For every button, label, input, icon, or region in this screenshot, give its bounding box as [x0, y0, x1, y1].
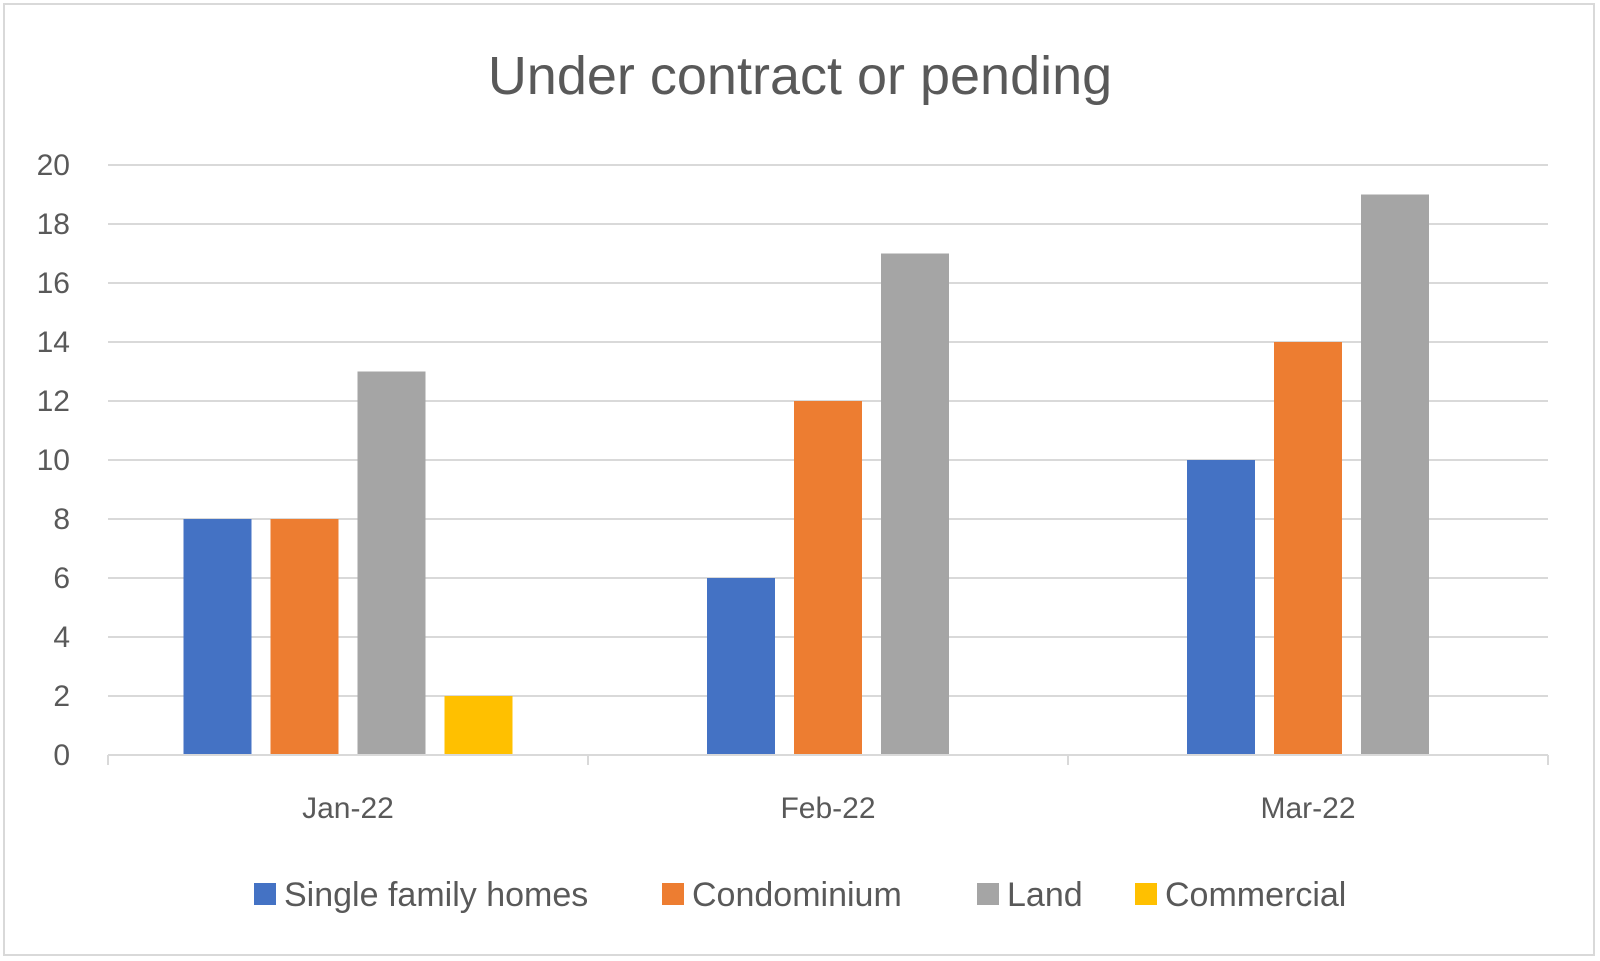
- legend-label: Condominium: [692, 876, 902, 914]
- bar: [357, 371, 426, 755]
- y-tick-label: 16: [37, 267, 70, 300]
- y-tick-label: 20: [37, 149, 70, 182]
- x-tick-label: Jan-22: [302, 792, 394, 825]
- y-tick-label: 4: [53, 621, 70, 654]
- legend-swatch: [254, 883, 276, 905]
- bar: [270, 519, 339, 755]
- y-axis-ticks: 0 2 4 6 8 10 12 14 16 18 20: [37, 149, 70, 772]
- y-tick-label: 10: [37, 444, 70, 477]
- y-tick-label: 0: [53, 739, 70, 772]
- bar: [881, 253, 949, 755]
- y-tick-label: 8: [53, 503, 70, 536]
- x-tick-label: Mar-22: [1260, 792, 1355, 825]
- legend-item: Condominium: [662, 876, 902, 914]
- legend-swatch: [977, 883, 999, 905]
- y-tick-label: 2: [53, 680, 70, 713]
- y-tick-label: 18: [37, 208, 70, 241]
- legend-item: Land: [977, 876, 1083, 914]
- y-tick-label: 12: [37, 385, 70, 418]
- y-tick-label: 14: [37, 326, 70, 359]
- x-axis: [107, 754, 1549, 765]
- legend-swatch: [662, 883, 684, 905]
- bar: [1361, 194, 1429, 755]
- x-axis-ticks: Jan-22 Feb-22 Mar-22: [302, 792, 1355, 825]
- legend-swatch: [1135, 883, 1157, 905]
- bar: [183, 519, 252, 755]
- legend-item: Commercial: [1135, 876, 1346, 914]
- bar: [444, 696, 513, 755]
- x-tick-label: Feb-22: [780, 792, 875, 825]
- bar: [707, 578, 775, 755]
- legend-item: Single family homes: [254, 876, 588, 914]
- bar: [1274, 342, 1342, 755]
- legend-label: Commercial: [1165, 876, 1346, 914]
- bars: [183, 194, 1429, 755]
- legend: Single family homes Condominium Land Commer…: [254, 876, 1346, 914]
- legend-label: Single family homes: [284, 876, 588, 914]
- y-tick-label: 6: [53, 562, 70, 595]
- legend-label: Land: [1007, 876, 1083, 914]
- bar: [1187, 460, 1255, 755]
- chart-title: Under contract or pending: [488, 46, 1112, 106]
- bar: [794, 401, 862, 755]
